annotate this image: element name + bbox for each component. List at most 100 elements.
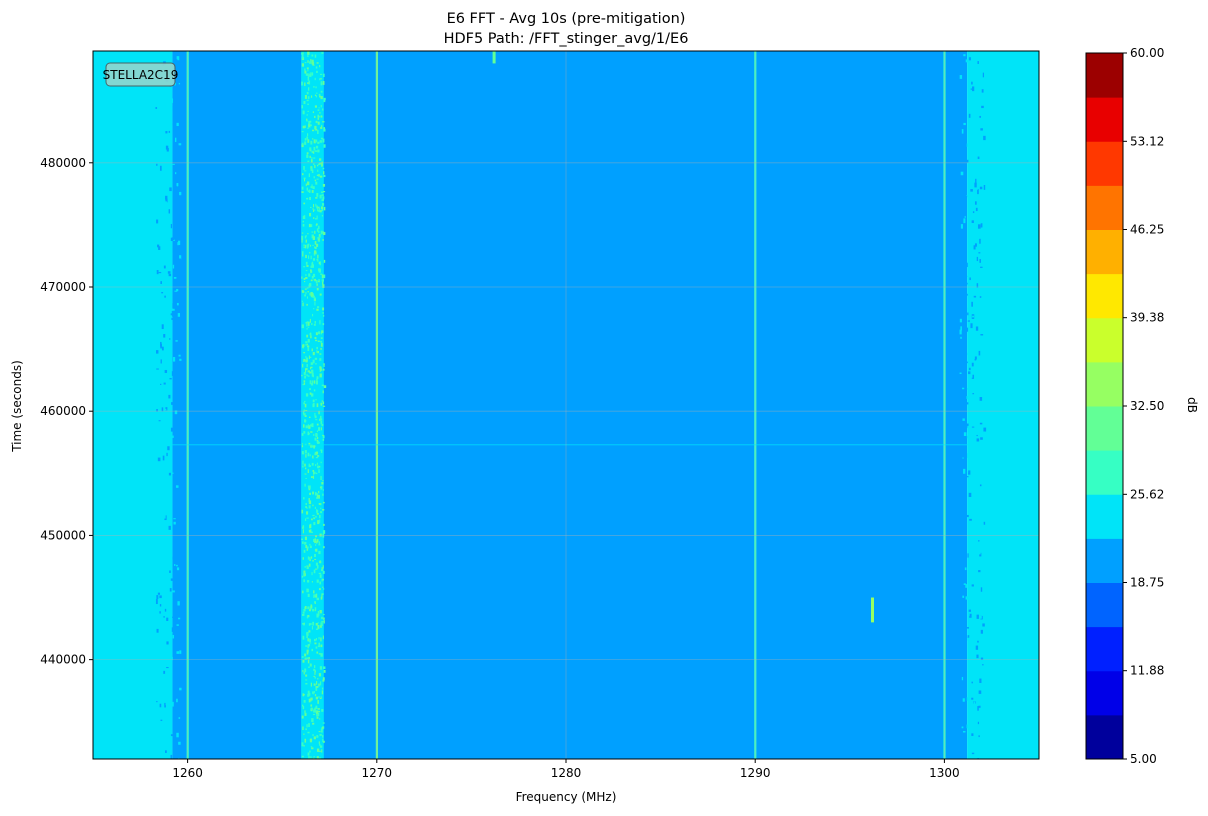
band-speckle xyxy=(320,369,323,371)
band-speckle xyxy=(317,520,320,525)
band-speckle xyxy=(318,642,320,646)
band-speckle xyxy=(316,258,318,261)
band-speckle xyxy=(306,650,309,655)
band-speckle xyxy=(313,517,316,519)
band-speckle xyxy=(307,160,310,163)
band-speckle xyxy=(305,276,308,279)
band-speckle xyxy=(306,152,309,155)
speckle xyxy=(982,55,985,58)
band-speckle xyxy=(302,344,305,348)
speckle xyxy=(974,358,977,361)
band-speckle xyxy=(315,696,319,700)
band-speckle xyxy=(305,728,307,731)
band-speckle xyxy=(306,547,309,551)
colorbar-tick-label: 18.75 xyxy=(1130,576,1164,590)
band-speckle xyxy=(308,638,312,643)
speckle xyxy=(969,277,971,281)
band-speckle xyxy=(318,572,322,575)
speckle xyxy=(176,262,180,264)
speckle xyxy=(960,341,964,345)
band-speckle xyxy=(305,425,308,429)
speckle xyxy=(975,329,977,335)
speckle xyxy=(169,633,173,638)
band-speckle xyxy=(313,594,315,598)
band-speckle xyxy=(303,671,305,675)
band-speckle xyxy=(322,435,325,439)
band-speckle xyxy=(307,190,309,193)
speckle xyxy=(156,454,159,456)
band-speckle xyxy=(302,125,305,129)
band-speckle xyxy=(308,255,310,259)
band-speckle xyxy=(308,487,310,489)
speckle xyxy=(966,514,969,518)
y-tick-label: 440000 xyxy=(40,653,86,667)
band-speckle xyxy=(306,565,309,567)
speckle xyxy=(970,323,973,329)
speckle xyxy=(165,198,168,203)
band-speckle xyxy=(306,566,309,570)
speckle xyxy=(179,687,182,691)
band-speckle xyxy=(310,271,312,273)
speckle xyxy=(156,628,159,633)
speckle xyxy=(979,238,981,244)
speckle xyxy=(172,239,175,241)
speckle xyxy=(175,340,178,342)
speckle xyxy=(177,659,179,664)
band-speckle xyxy=(306,345,310,348)
speckle xyxy=(967,650,970,653)
band-speckle xyxy=(311,348,313,352)
speckle xyxy=(177,153,181,157)
band-speckle xyxy=(313,176,315,179)
speckle xyxy=(977,640,979,643)
band-speckle xyxy=(320,596,323,600)
band-speckle xyxy=(304,473,307,475)
speckle xyxy=(969,613,972,618)
band-speckle xyxy=(320,420,323,425)
speckle xyxy=(980,128,983,131)
speckle xyxy=(976,256,979,262)
band-speckle xyxy=(305,544,308,549)
speckle xyxy=(961,56,965,61)
band-speckle xyxy=(322,679,325,682)
band-speckle xyxy=(321,509,325,511)
band-speckle xyxy=(309,244,312,247)
band-speckle xyxy=(308,666,310,668)
band-speckle xyxy=(316,174,319,177)
band-speckle xyxy=(314,538,317,542)
band-speckle xyxy=(321,215,324,217)
band-speckle xyxy=(320,337,323,339)
speckle xyxy=(164,408,167,411)
speckle xyxy=(159,460,162,464)
speckle xyxy=(967,352,970,356)
speckle xyxy=(972,257,975,261)
band-speckle xyxy=(311,625,313,630)
speckle xyxy=(157,457,161,462)
speckle xyxy=(176,564,178,567)
speckle xyxy=(961,570,963,574)
band-speckle xyxy=(307,731,310,734)
band-speckle xyxy=(313,518,316,520)
band-speckle xyxy=(313,250,317,254)
speckle xyxy=(156,409,158,412)
band-speckle xyxy=(316,178,319,180)
speckle xyxy=(971,681,973,684)
x-tick-label: 1290 xyxy=(740,766,771,780)
band-speckle xyxy=(316,462,318,465)
band-speckle xyxy=(303,246,306,249)
band-speckle xyxy=(315,542,318,544)
speckle xyxy=(961,676,964,681)
band-speckle xyxy=(305,235,307,237)
speckle xyxy=(159,703,162,708)
speckle xyxy=(961,604,965,607)
speckle xyxy=(156,225,159,229)
speckle xyxy=(976,434,978,437)
band-speckle xyxy=(314,594,317,598)
band-speckle xyxy=(314,602,316,605)
speckle xyxy=(161,134,165,139)
band-speckle xyxy=(305,360,308,363)
speckle xyxy=(969,158,973,164)
speckle xyxy=(172,484,175,490)
band-speckle xyxy=(322,740,325,743)
speckle xyxy=(156,701,158,703)
band-speckle xyxy=(307,103,309,105)
